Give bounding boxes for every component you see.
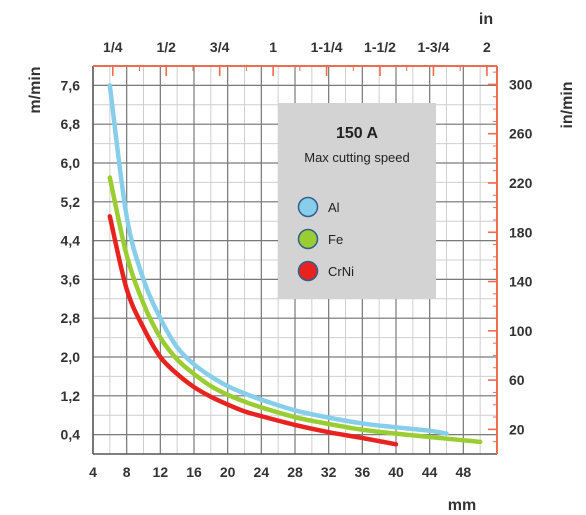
top-axis-tick-label: 1-1/4 [311,39,343,55]
legend: 150 A Max cutting speed Al Fe CrNi [278,103,436,299]
top-axis-tick-label: 1-3/4 [417,39,449,55]
x-axis-tick-label: 48 [456,464,472,480]
legend-label-crni: CrNi [328,264,354,279]
right-axis-tick-label: 220 [509,175,533,191]
top-axis-tick-label: 1-1/2 [364,39,396,55]
x-axis-tick-label: 20 [220,464,236,480]
y-axis-tick-label: 4,4 [61,233,81,249]
x-axis-tick-label: 44 [422,464,438,480]
top-axis-label: in [479,11,493,28]
top-axis-tick-label: 1/4 [103,39,123,55]
x-axis-tick-label: 32 [321,464,337,480]
series-line-fe [107,175,483,445]
right-axis-tick-label: 260 [509,126,533,142]
legend-swatch-al [297,196,319,218]
chart-subtitle: Max cutting speed [304,150,410,165]
right-axis-tick-label: 140 [509,274,533,290]
legend-swatch-crni [297,260,319,282]
y-axis-tick-label: 7,6 [61,77,81,93]
x-axis-tick-label: 16 [186,464,202,480]
y-axis-label: m/min [27,66,44,113]
top-axis-tick-label: 1 [269,39,277,55]
series-line-crni [107,214,399,447]
right-axis-tick-label: 180 [509,224,533,240]
right-axis-tick-label: 100 [509,323,533,339]
y-axis-tick-label: 6,8 [61,116,81,132]
y-axis-tick-label: 1,2 [61,388,81,404]
right-axis-tick-label: 60 [509,372,525,388]
right-axis-tick-label: 20 [509,421,525,437]
x-axis-tick-label: 40 [388,464,404,480]
x-axis-tick-label: 12 [153,464,169,480]
y-axis-tick-label: 5,2 [61,194,81,210]
top-axis-tick-label: 1/2 [156,39,176,55]
y-axis-tick-label: 0,4 [61,427,81,443]
legend-label-al: Al [328,200,340,215]
top-axis-tick-label: 2 [483,39,491,55]
x-axis-tick-label: 24 [254,464,270,480]
legend-label-fe: Fe [328,232,343,247]
series-lines [107,83,483,447]
x-axis-tick-label: 28 [287,464,303,480]
x-axis-tick-label: 8 [123,464,131,480]
x-axis-tick-label: 4 [89,464,97,480]
y-axis-tick-label: 3,6 [61,271,81,287]
plot-frame [92,65,498,455]
top-axis-tick-label: 3/4 [210,39,230,55]
right-axis-tick-label: 300 [509,76,533,92]
series-line-al [107,83,449,436]
x-axis-label: mm [448,497,476,514]
axis-labels: 1/4 1/2 3/4 1 1-1/4 1-1/2 1-3/4 220601001401802… [61,39,533,480]
y-axis-tick-label: 2,0 [61,349,81,365]
y2-axis-label: in/min [559,81,576,128]
legend-swatch-fe [297,228,319,250]
x-axis-tick-label: 36 [355,464,371,480]
y-axis-tick-label: 2,8 [61,310,81,326]
chart-title: 150 A [336,125,379,142]
y-axis-tick-label: 6,0 [61,155,81,171]
